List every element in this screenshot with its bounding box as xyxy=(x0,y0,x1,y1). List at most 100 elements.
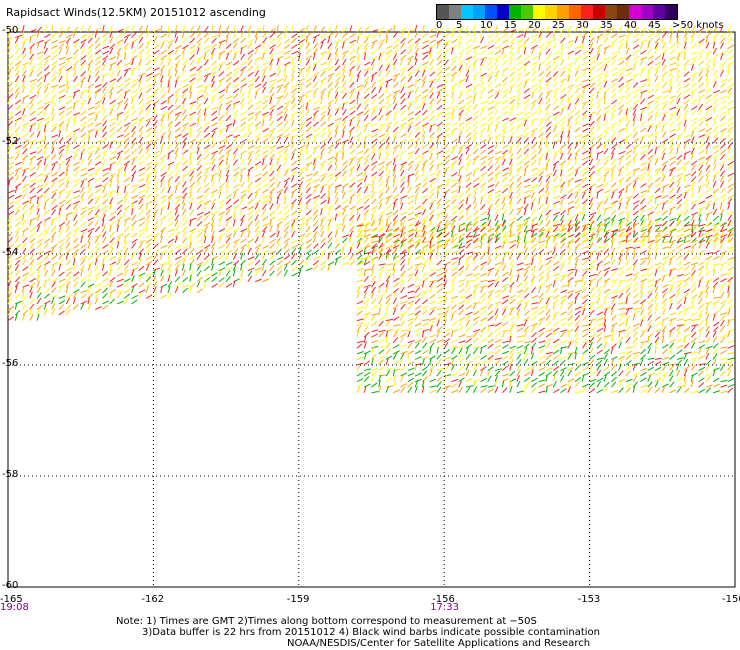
wind-barb xyxy=(349,99,356,105)
wind-barb xyxy=(553,51,560,55)
wind-barb xyxy=(407,265,414,272)
wind-barb xyxy=(167,25,170,33)
wind-barb xyxy=(305,136,311,144)
wind-barb xyxy=(131,194,139,199)
wind-barb xyxy=(138,98,144,105)
wind-barb xyxy=(196,253,202,260)
wind-barb xyxy=(371,198,377,205)
wind-barb xyxy=(145,132,152,138)
wind-barb xyxy=(610,124,614,133)
wind-barb xyxy=(312,170,319,177)
wind-barb xyxy=(683,163,687,171)
wind-barb xyxy=(676,36,679,44)
wind-barb xyxy=(691,99,697,105)
wind-barb xyxy=(378,374,386,377)
wind-barb xyxy=(327,173,335,177)
wind-barb xyxy=(43,187,50,194)
wind-barb xyxy=(363,198,370,205)
wind-barb xyxy=(80,293,87,299)
wind-barb xyxy=(530,224,534,232)
wind-barb xyxy=(698,219,701,227)
wind-barb xyxy=(305,36,308,44)
wind-barb xyxy=(567,103,572,110)
wind-barb xyxy=(262,183,269,188)
wind-barb xyxy=(7,126,14,133)
wind-barb xyxy=(131,48,137,55)
wind-barb xyxy=(182,220,187,227)
wind-barb xyxy=(662,183,669,188)
wind-barb xyxy=(312,264,318,271)
wind-barb xyxy=(632,153,638,160)
wind-barb xyxy=(44,278,51,283)
wind-barb xyxy=(451,105,458,111)
wind-barb xyxy=(94,213,98,221)
wind-barb xyxy=(22,37,28,44)
wind-barb xyxy=(487,171,494,177)
wind-barb xyxy=(313,132,320,138)
wind-barb xyxy=(247,131,252,138)
wind-barb xyxy=(378,69,383,77)
wind-barb xyxy=(661,147,666,155)
wind-barb xyxy=(22,148,28,155)
wind-barb xyxy=(196,200,204,205)
wind-barb xyxy=(269,225,273,232)
wind-barb xyxy=(400,344,407,349)
wind-barb xyxy=(661,169,665,177)
wind-barb xyxy=(174,286,179,294)
wind-barb xyxy=(429,214,434,221)
wind-barb xyxy=(509,117,517,122)
wind-barb xyxy=(218,77,225,83)
wind-barb xyxy=(334,204,342,210)
wind-barb xyxy=(247,125,251,133)
wind-barb xyxy=(262,223,270,227)
wind-barb xyxy=(276,203,281,210)
wind-barb xyxy=(480,366,487,371)
wind-barb xyxy=(574,58,578,66)
wind-barb xyxy=(516,38,524,44)
wind-barb xyxy=(73,190,81,194)
wind-barb xyxy=(567,110,574,116)
wind-barb xyxy=(182,230,187,238)
wind-barb xyxy=(131,238,138,244)
wind-barb xyxy=(254,191,258,199)
wind-barb xyxy=(261,69,266,77)
wind-barb xyxy=(690,31,696,38)
wind-barb xyxy=(581,32,588,38)
wind-barb xyxy=(269,58,274,66)
wind-barb xyxy=(480,101,488,105)
wind-barb xyxy=(472,86,476,94)
wind-barb xyxy=(378,152,382,160)
wind-barb xyxy=(363,136,367,144)
wind-barb xyxy=(196,131,201,138)
wind-barb xyxy=(429,317,437,322)
wind-barb xyxy=(80,281,86,288)
wind-barb xyxy=(116,180,120,188)
wind-barb xyxy=(429,369,433,377)
wind-barb xyxy=(14,81,20,88)
wind-barb xyxy=(262,150,269,155)
wind-barb xyxy=(232,31,238,38)
wind-barb xyxy=(254,247,260,255)
wind-barb xyxy=(102,55,109,61)
wind-barb xyxy=(87,180,91,188)
wind-barb xyxy=(632,158,636,166)
wind-barb xyxy=(29,195,37,199)
wind-barb xyxy=(363,52,367,60)
wind-barb xyxy=(145,180,150,188)
wind-barb xyxy=(705,88,712,94)
wind-barb xyxy=(14,309,21,316)
wind-barb xyxy=(538,43,545,50)
wind-barb xyxy=(72,91,76,99)
wind-barb xyxy=(225,252,229,260)
wind-barb xyxy=(182,44,189,50)
wind-barb xyxy=(610,41,615,49)
wind-barb xyxy=(473,301,481,305)
wind-barb xyxy=(632,186,636,194)
wind-barb xyxy=(203,214,210,222)
wind-barb xyxy=(109,25,113,33)
wind-barb xyxy=(138,275,142,282)
wind-barb xyxy=(378,274,381,282)
wind-barb xyxy=(51,39,59,44)
wind-barb xyxy=(669,133,676,138)
wind-barb xyxy=(94,154,101,161)
